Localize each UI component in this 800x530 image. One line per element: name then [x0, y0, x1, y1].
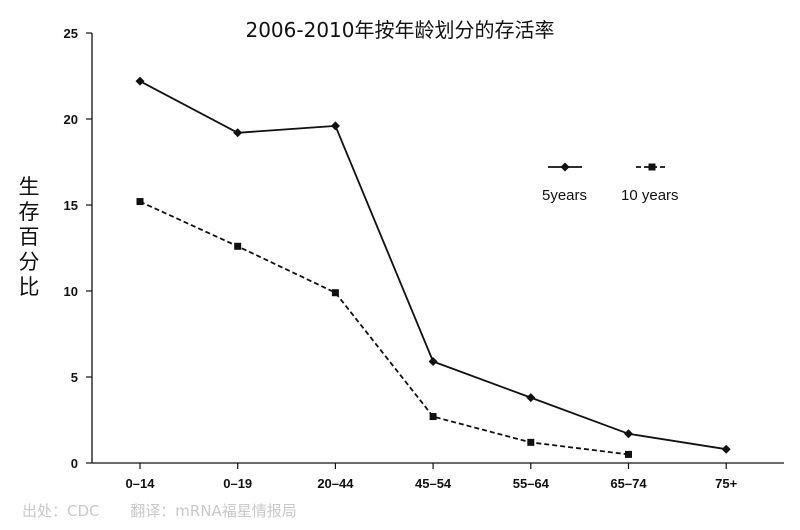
series-line	[139, 200, 629, 456]
y-tick-label: 5	[71, 370, 78, 385]
legend-marker-square	[648, 163, 656, 171]
data-point-diamond	[428, 357, 438, 367]
y-tick-label: 10	[64, 284, 78, 299]
data-point-square	[331, 289, 339, 297]
data-point-square	[234, 242, 242, 250]
source-text: 出处：CDC	[22, 502, 100, 520]
y-tick-label: 20	[64, 112, 78, 127]
x-tick-label: 75+	[715, 476, 737, 491]
data-point-square	[527, 438, 535, 446]
data-point-diamond	[135, 76, 145, 86]
data-point-diamond	[526, 393, 536, 403]
legend-marker-diamond	[560, 162, 570, 172]
data-point-square	[136, 198, 144, 206]
chart-title: 2006-2010年按年龄划分的存活率	[245, 18, 555, 42]
data-point-square	[429, 413, 437, 421]
translator-text: 翻译：mRNA福星情报局	[130, 502, 297, 520]
data-point-diamond	[721, 444, 731, 454]
x-tick-label: 45–54	[415, 476, 452, 491]
y-tick-label: 0	[71, 456, 78, 471]
legend-label: 5years	[542, 187, 587, 204]
data-point-diamond	[233, 128, 243, 138]
series-line	[139, 80, 727, 451]
y-tick-label: 25	[64, 26, 78, 41]
y-tick-label: 15	[64, 198, 78, 213]
y-axis-label: 生存百分比	[18, 175, 40, 299]
x-tick-label: 0–19	[223, 476, 252, 491]
x-tick-label: 55–64	[513, 476, 550, 491]
x-tick-label: 65–74	[610, 476, 647, 491]
data-point-diamond	[330, 121, 340, 131]
x-tick-label: 20–44	[317, 476, 354, 491]
source-note: 出处：CDC 翻译：mRNA福星情报局	[22, 500, 323, 521]
data-point-square	[625, 450, 632, 458]
data-point-diamond	[624, 429, 633, 439]
x-tick-label: 0–14	[126, 476, 156, 491]
legend-label: 10 years	[621, 187, 679, 204]
